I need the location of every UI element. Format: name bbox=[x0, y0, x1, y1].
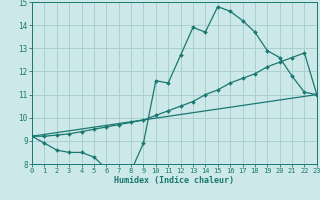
X-axis label: Humidex (Indice chaleur): Humidex (Indice chaleur) bbox=[115, 176, 234, 185]
